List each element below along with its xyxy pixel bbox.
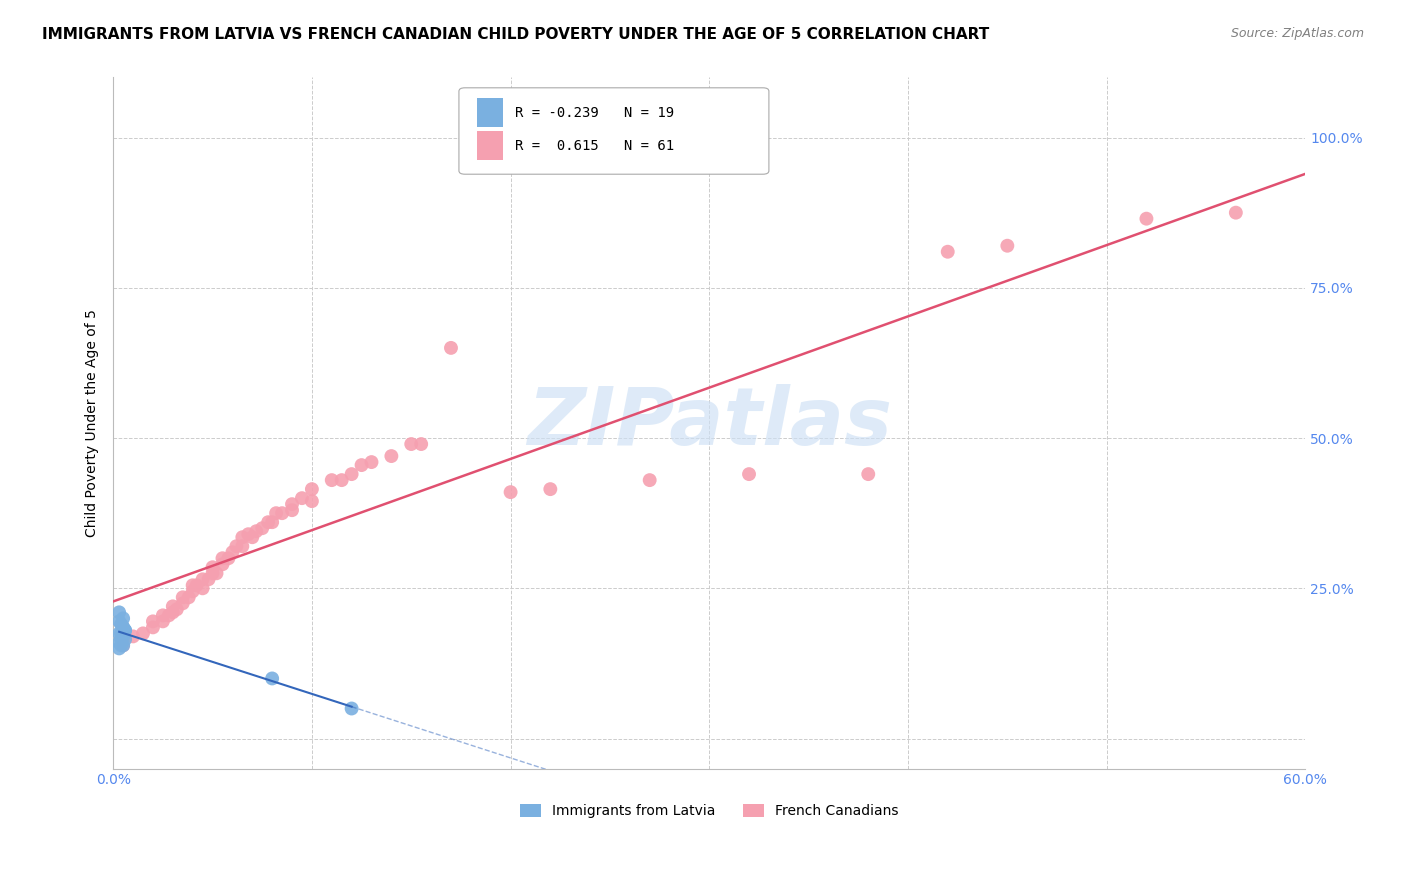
Point <box>995 238 1018 252</box>
Point <box>281 497 304 511</box>
Point <box>112 620 135 634</box>
Point <box>110 626 132 640</box>
Point <box>217 551 239 566</box>
Point <box>440 341 463 355</box>
Text: R =  0.615   N = 61: R = 0.615 N = 61 <box>515 139 673 153</box>
Point <box>245 524 267 539</box>
Point <box>152 615 174 629</box>
Point <box>132 626 155 640</box>
Point <box>231 530 253 544</box>
Point <box>110 617 132 632</box>
Text: R = -0.239   N = 19: R = -0.239 N = 19 <box>515 105 673 120</box>
Y-axis label: Child Poverty Under the Age of 5: Child Poverty Under the Age of 5 <box>86 310 100 537</box>
FancyBboxPatch shape <box>477 98 503 128</box>
Point <box>638 473 661 487</box>
Point <box>114 624 136 638</box>
Text: ZIPatlas: ZIPatlas <box>527 384 891 462</box>
Point <box>936 244 959 259</box>
Point <box>321 473 343 487</box>
Point <box>177 591 200 605</box>
Point <box>172 591 194 605</box>
Point <box>191 582 214 596</box>
Point <box>152 608 174 623</box>
Point <box>162 605 184 619</box>
Text: Source: ZipAtlas.com: Source: ZipAtlas.com <box>1230 27 1364 40</box>
Point <box>108 626 131 640</box>
Point <box>112 620 135 634</box>
Point <box>197 572 219 586</box>
Point <box>1135 211 1157 226</box>
Point <box>108 615 131 629</box>
Point <box>257 515 280 529</box>
Point <box>360 455 382 469</box>
Point <box>231 539 253 553</box>
Point <box>211 558 233 572</box>
Point <box>108 605 131 619</box>
Point <box>181 584 204 599</box>
Point <box>181 578 204 592</box>
Point <box>112 639 135 653</box>
Point <box>499 485 522 500</box>
Point <box>166 602 188 616</box>
Point <box>291 491 314 505</box>
Point <box>211 551 233 566</box>
Point <box>114 624 136 638</box>
Point <box>157 608 180 623</box>
Point <box>250 521 273 535</box>
Point <box>264 506 287 520</box>
Text: IMMIGRANTS FROM LATVIA VS FRENCH CANADIAN CHILD POVERTY UNDER THE AGE OF 5 CORRE: IMMIGRANTS FROM LATVIA VS FRENCH CANADIA… <box>42 27 990 42</box>
Point <box>858 467 880 482</box>
Point <box>330 473 353 487</box>
Point <box>110 639 132 653</box>
Point <box>411 437 433 451</box>
Point <box>142 615 165 629</box>
Point <box>262 515 284 529</box>
Point <box>301 494 323 508</box>
Point <box>122 629 145 643</box>
Point <box>112 611 135 625</box>
Point <box>221 545 243 559</box>
Point <box>301 482 323 496</box>
Point <box>238 527 260 541</box>
Point <box>186 578 208 592</box>
Point <box>201 560 224 574</box>
Point <box>538 482 561 496</box>
Point <box>112 639 135 653</box>
Point <box>240 530 263 544</box>
Point <box>114 632 136 647</box>
Legend: Immigrants from Latvia, French Canadians: Immigrants from Latvia, French Canadians <box>515 798 904 824</box>
Point <box>108 635 131 649</box>
Point <box>350 458 373 472</box>
Point <box>225 539 247 553</box>
Point <box>271 506 294 520</box>
Point <box>380 449 402 463</box>
Point <box>340 701 363 715</box>
Point <box>262 672 284 686</box>
Point <box>110 632 132 647</box>
Point <box>108 641 131 656</box>
Point <box>281 503 304 517</box>
FancyBboxPatch shape <box>477 131 503 161</box>
Point <box>142 620 165 634</box>
Point <box>340 467 363 482</box>
Point <box>399 437 422 451</box>
Point <box>162 599 184 614</box>
FancyBboxPatch shape <box>458 87 769 174</box>
Point <box>172 596 194 610</box>
Point <box>1225 205 1247 219</box>
Point <box>201 566 224 581</box>
Point <box>738 467 761 482</box>
Point <box>112 629 135 643</box>
Point <box>205 566 228 581</box>
Point <box>191 572 214 586</box>
